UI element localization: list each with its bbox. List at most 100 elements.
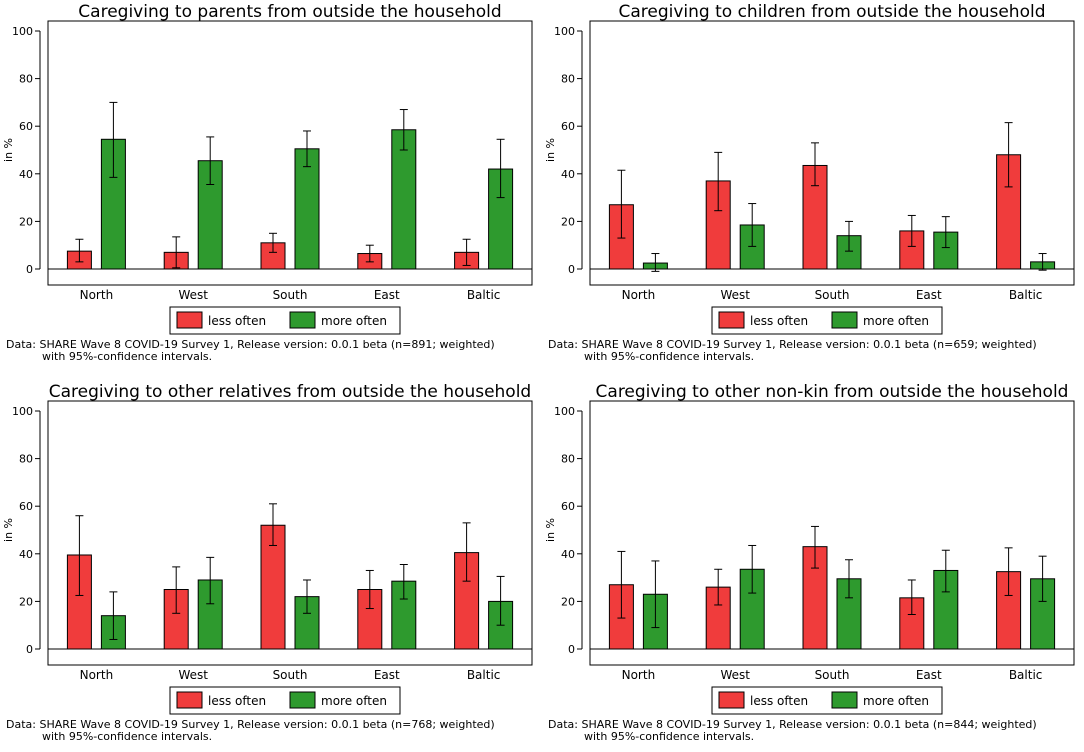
data-source-line: Data: SHARE Wave 8 COVID-19 Survey 1, Re… [6,338,495,351]
x-tick-label: North [622,288,656,302]
data-source-note: Data: SHARE Wave 8 COVID-19 Survey 1, Re… [6,719,495,743]
y-tick-label: 100 [554,405,575,418]
data-source-line: Data: SHARE Wave 8 COVID-19 Survey 1, Re… [548,718,1037,731]
confidence-note-line: with 95%-confidence intervals. [584,730,755,743]
x-tick-label: East [374,668,400,682]
data-source-note: Data: SHARE Wave 8 COVID-19 Survey 1, Re… [6,339,495,363]
x-tick-label: East [916,668,942,682]
y-tick-label: 80 [561,73,575,86]
x-tick-label: West [720,288,750,302]
legend-label-less: less often [750,314,808,328]
data-source-line: Data: SHARE Wave 8 COVID-19 Survey 1, Re… [548,338,1037,351]
legend-box [169,306,401,335]
y-axis-label: in % [544,518,557,542]
x-tick-label: South [815,668,850,682]
legend-swatch-less [718,691,745,709]
bar-chart: Caregiving to children from outside the … [544,2,1075,335]
y-tick-label: 100 [12,405,33,418]
y-tick-label: 40 [561,168,575,181]
chart-title: Caregiving to parents from outside the h… [78,2,501,22]
y-tick-label: 20 [561,215,575,228]
x-tick-label: South [273,288,308,302]
y-tick-label: 0 [568,263,575,276]
y-tick-label: 100 [554,25,575,38]
legend-label-less: less often [750,694,808,708]
bar [294,148,320,270]
plot-frame [47,400,533,666]
bar [260,242,286,270]
bar [391,129,417,270]
data-source-note: Data: SHARE Wave 8 COVID-19 Survey 1, Re… [548,719,1037,743]
legend-swatch-less [176,311,203,329]
legend-box [711,306,943,335]
x-tick-label: South [273,668,308,682]
y-axis-label: in % [544,138,557,162]
x-tick-label: North [80,288,114,302]
x-tick-label: Baltic [1009,668,1043,682]
y-tick-label: 20 [19,215,33,228]
legend-swatch-more [289,311,316,329]
x-tick-label: Baltic [467,288,501,302]
y-tick-label: 60 [561,500,575,513]
y-tick-label: 40 [19,168,33,181]
x-tick-label: East [374,288,400,302]
legend-swatch-less [718,311,745,329]
x-tick-label: South [815,288,850,302]
bar-chart: Caregiving to other non-kin from outside… [544,382,1075,715]
chart-title: Caregiving to children from outside the … [618,2,1045,22]
legend-label-less: less often [208,314,266,328]
data-source-note: Data: SHARE Wave 8 COVID-19 Survey 1, Re… [548,339,1037,363]
x-tick-label: West [178,668,208,682]
chart-title: Caregiving to other non-kin from outside… [596,382,1069,402]
chart-panel: Caregiving to children from outside the … [542,0,1084,372]
confidence-note-line: with 95%-confidence intervals. [584,350,755,363]
y-tick-label: 40 [561,548,575,561]
confidence-note-line: with 95%-confidence intervals. [42,730,213,743]
bar-chart: Caregiving to parents from outside the h… [2,2,533,335]
y-tick-label: 80 [19,453,33,466]
data-source-line: Data: SHARE Wave 8 COVID-19 Survey 1, Re… [6,718,495,731]
legend-swatch-more [831,691,858,709]
legend-swatch-more [831,311,858,329]
y-tick-label: 20 [19,595,33,608]
x-tick-label: Baltic [467,668,501,682]
y-tick-label: 0 [568,643,575,656]
chart-title: Caregiving to other relatives from outsi… [49,382,531,402]
x-tick-label: Baltic [1009,288,1043,302]
chart-panel: Caregiving to other relatives from outsi… [0,380,542,752]
legend-swatch-less [176,691,203,709]
y-tick-label: 80 [561,453,575,466]
legend-label-more: more often [863,694,929,708]
confidence-note-line: with 95%-confidence intervals. [42,350,213,363]
legend-label-less: less often [208,694,266,708]
legend-label-more: more often [863,314,929,328]
plot-frame [47,20,533,286]
y-tick-label: 0 [26,643,33,656]
y-axis-label: in % [2,518,15,542]
x-tick-label: West [178,288,208,302]
x-tick-label: East [916,288,942,302]
bar [933,231,959,270]
x-tick-label: North [622,668,656,682]
y-tick-label: 60 [19,120,33,133]
y-axis-label: in % [2,138,15,162]
y-tick-label: 0 [26,263,33,276]
legend-swatch-more [289,691,316,709]
y-tick-label: 60 [561,120,575,133]
y-tick-label: 80 [19,73,33,86]
chart-panel: Caregiving to parents from outside the h… [0,0,542,372]
y-tick-label: 100 [12,25,33,38]
bar-chart: Caregiving to other relatives from outsi… [2,382,533,715]
chart-panel: Caregiving to other non-kin from outside… [542,380,1084,752]
legend-label-more: more often [321,694,387,708]
y-tick-label: 20 [561,595,575,608]
x-tick-label: West [720,668,750,682]
legend-box [711,686,943,715]
plot-frame [589,20,1075,286]
x-tick-label: North [80,668,114,682]
y-tick-label: 60 [19,500,33,513]
legend-label-more: more often [321,314,387,328]
legend-box [169,686,401,715]
y-tick-label: 40 [19,548,33,561]
